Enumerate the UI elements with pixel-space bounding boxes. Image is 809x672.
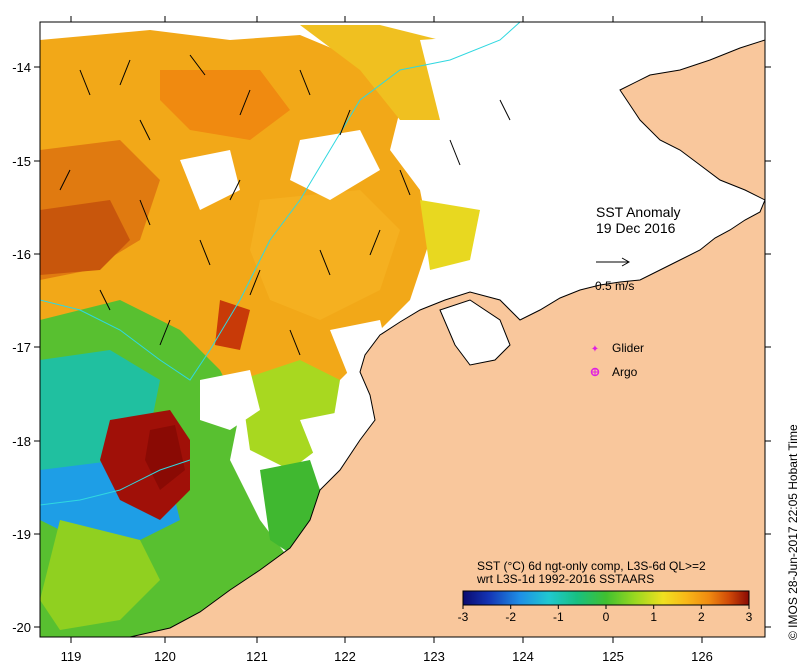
colorbar-tick: -3 (458, 610, 469, 624)
map-frame (39, 21, 766, 638)
lon-label: 119 (61, 649, 82, 664)
description-line2: wrt L3S-1d 1992-2016 SSTAARS (476, 572, 654, 586)
lat-label: -20 (12, 620, 31, 635)
land-mass (129, 22, 765, 637)
velocity-scale: 0.5 m/s (595, 257, 634, 293)
map-date: 19 Dec 2016 (596, 220, 676, 236)
lon-axis: 119 120 121 122 123 124 125 126 (61, 16, 713, 664)
colorbar-tick: -1 (553, 610, 564, 624)
platform-legend: ✦ Glider Argo (590, 341, 644, 379)
colorbar-tick: 2 (698, 610, 705, 624)
credit-text: © IMOS 28-Jun-2017 22:05 Hobart Time (786, 424, 800, 640)
colorbar: -3 -2 -1 0 1 2 3 (458, 590, 753, 624)
bay-water (439, 299, 511, 366)
lon-label: 121 (246, 649, 268, 664)
velocity-scale-label: 0.5 m/s (595, 279, 634, 293)
lon-label: 123 (423, 649, 445, 664)
lon-label: 122 (334, 649, 356, 664)
lat-label: -15 (12, 154, 31, 169)
map-title: SST Anomaly (596, 204, 681, 220)
colorbar-gradient (462, 590, 750, 606)
argo-label: Argo (612, 365, 638, 379)
lon-label: 124 (512, 649, 534, 664)
data-gaps (180, 30, 620, 470)
colorbar-tick: 1 (650, 610, 657, 624)
colorbar-tick: -2 (505, 610, 516, 624)
glider-label: Glider (612, 341, 644, 355)
current-vectors (59, 54, 511, 356)
sst-anomaly-field (40, 25, 480, 637)
colorbar-tick: 0 (603, 610, 610, 624)
lat-label: -16 (12, 247, 31, 262)
lat-label: -17 (12, 340, 31, 355)
lat-axis: -14 -15 -16 -17 -18 -19 -20 (12, 60, 771, 635)
land-north (619, 39, 765, 201)
colorbar-tick: 3 (746, 610, 753, 624)
lon-label: 125 (602, 649, 624, 664)
lat-label: -18 (12, 434, 31, 449)
lat-label: -19 (12, 527, 31, 542)
glider-icon: ✦ (591, 344, 599, 355)
lat-label: -14 (12, 60, 31, 75)
bathymetry-contour-2 (40, 459, 191, 506)
bathymetry-contour (40, 22, 521, 381)
lon-label: 126 (691, 649, 713, 664)
lon-label: 120 (154, 649, 176, 664)
description-line1: SST (°C) 6d ngt-only comp, L3S-6d QL>=2 (477, 559, 706, 573)
